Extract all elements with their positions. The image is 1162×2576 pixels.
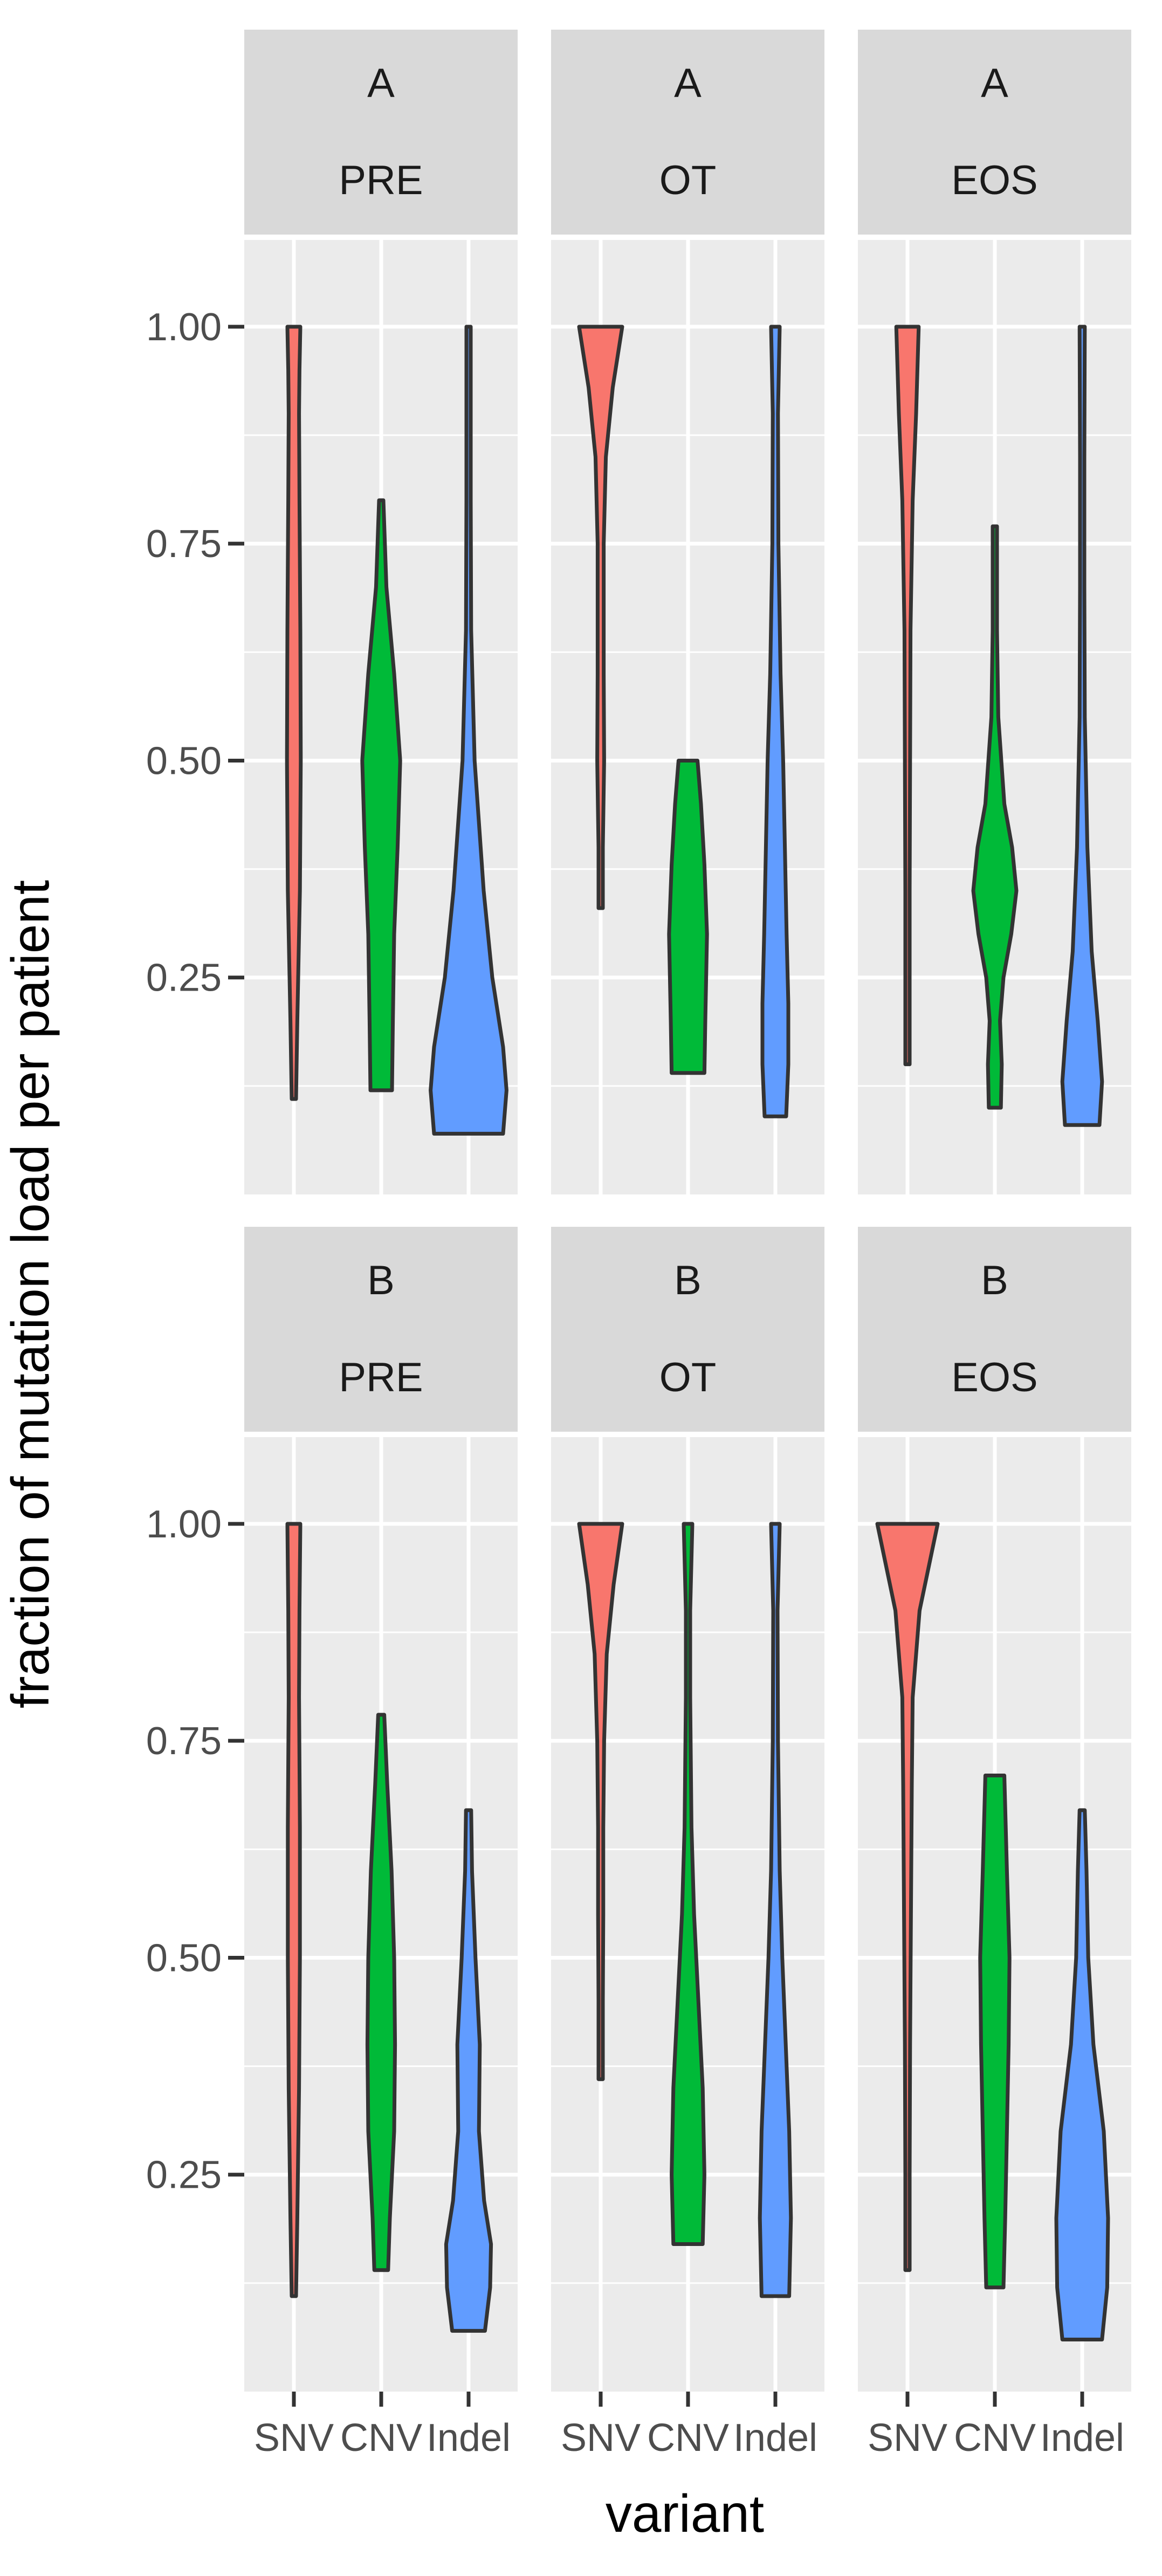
facet-panel: A EOS [858,30,1131,1194]
violin-snv [875,1522,940,2272]
facet-strip-row-label: B [674,1258,702,1303]
facet-strip-col-label: PRE [339,157,423,203]
x-tick-label: Indel [733,2416,817,2460]
x-tick-label: SNV [868,2416,947,2460]
violin-snv [285,1522,302,2298]
y-tick-label: 0.50 [146,739,222,782]
facet-strip-col-label: PRE [339,1355,423,1400]
violin-indel [444,1808,493,2333]
y-axes: 0.25 0.50 0.75 1.00 0.25 0.50 0.75 1.00 [146,306,244,2197]
facet-strip [858,30,1131,235]
y-tick-label: 0.75 [146,1720,222,1763]
violin-cnv [670,1522,706,2246]
violin-indel [1060,325,1104,1127]
violin-indel [429,325,508,1136]
violin-cnv [365,1713,397,2272]
x-tick-label: CNV [954,2416,1036,2460]
facet-strip [858,1227,1131,1432]
facet-panel: A OT [551,30,824,1194]
facet-strip-col-label: OT [659,1355,717,1400]
violin-snv [894,325,921,1067]
facet-strip-row-label: B [981,1258,1008,1303]
x-tick-label: SNV [254,2416,334,2460]
x-tick-label: CNV [647,2416,729,2460]
y-axis-title: fraction of mutation load per patient [1,880,60,1708]
violin-snv [285,325,303,1101]
facet-strip-row-label: B [367,1258,395,1303]
facet-strip [244,1227,518,1432]
violin-snv [577,1522,624,2082]
violin-indel [1054,1808,1110,2341]
y-axis: 0.25 0.50 0.75 1.00 [146,306,244,1000]
facet-panel: B PRE [244,1227,518,2392]
facet-strip-row-label: A [981,60,1008,106]
facet-panel: B EOS [858,1227,1131,2392]
facet-strip-row-label: A [367,60,395,106]
violin-cnv [360,498,402,1093]
violin-cnv [971,524,1019,1110]
y-tick-label: 0.25 [146,2154,222,2197]
violin-indel [760,325,790,1118]
violin-cnv [978,1774,1012,2290]
violin-indel [758,1522,793,2298]
y-tick-label: 1.00 [146,306,222,349]
facet-strip-col-label: EOS [951,157,1038,203]
violin-cnv [667,759,709,1075]
x-tick-label: CNV [340,2416,422,2460]
x-axis: SNV CNV Indel SNV CNV Indel SNV CNV Indel [254,2392,1124,2460]
y-tick-label: 0.75 [146,523,222,566]
x-tick-label: SNV [561,2416,641,2460]
x-axis-title: variant [606,2484,764,2543]
facet-strip-col-label: OT [659,157,717,203]
facet-strip [244,30,518,235]
facet-panel: B OT [551,1227,824,2392]
facet-strip-row-label: A [674,60,702,106]
y-tick-label: 0.25 [146,957,222,1000]
x-tick-label: Indel [427,2416,511,2460]
facet-panel: A PRE [244,30,518,1194]
y-tick-label: 1.00 [146,1503,222,1546]
y-axis: 0.25 0.50 0.75 1.00 [146,1503,244,2197]
facet-strip [551,30,824,235]
violin-snv [577,325,624,910]
facet-strip-col-label: EOS [951,1355,1038,1400]
facet-panels: A PRE A OT A EOS B PRE B OT B EOS [244,30,1131,2392]
facet-strip [551,1227,824,1432]
x-tick-label: Indel [1040,2416,1124,2460]
y-tick-label: 0.50 [146,1936,222,1980]
